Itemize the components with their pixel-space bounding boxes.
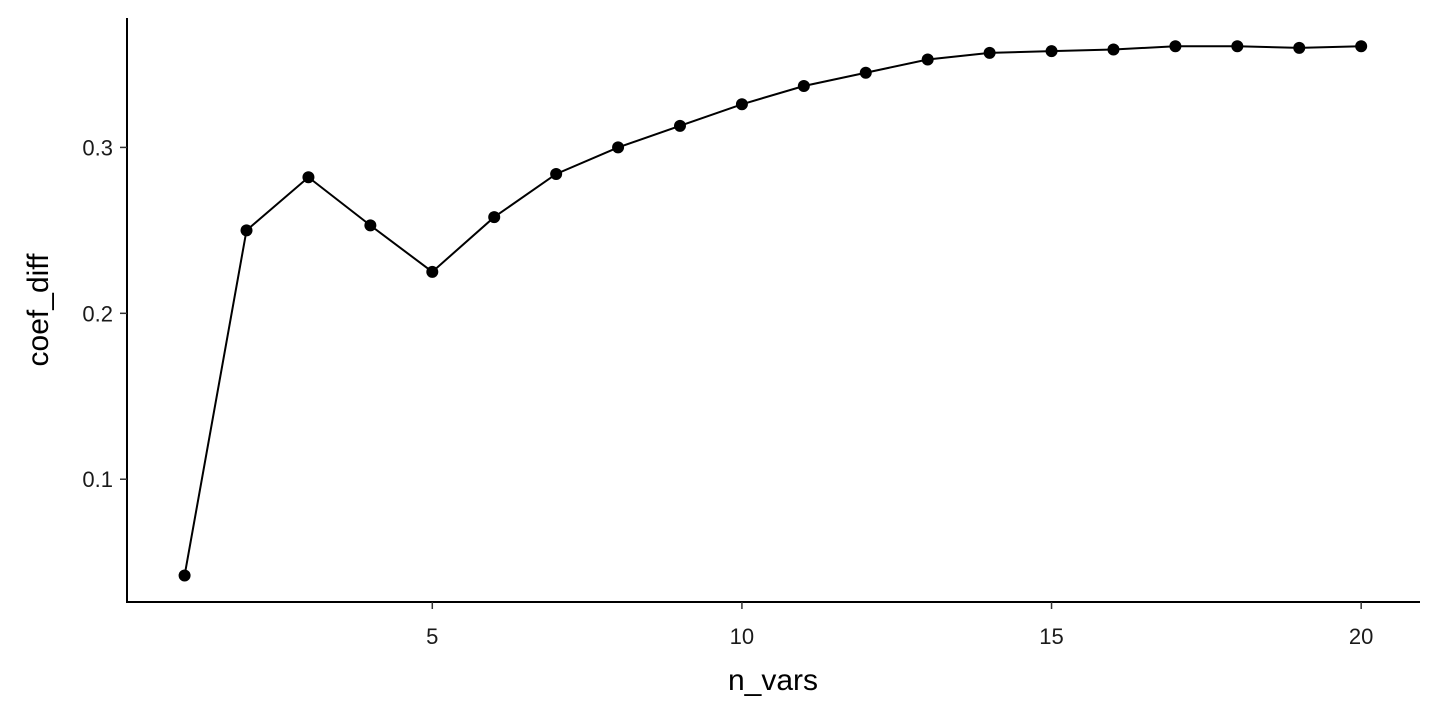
data-point [178,569,191,582]
x-axis-label: n_vars [728,664,818,697]
data-point [1107,43,1120,56]
y-tick-label: 0.1 [82,467,113,492]
data-point [921,53,934,66]
data-point [426,265,439,278]
x-tick-label: 5 [426,624,438,649]
data-point [364,219,377,232]
series-line [183,45,1362,576]
y-axis-label: coef_diff [22,253,55,367]
x-tick-label: 15 [1039,624,1063,649]
data-point [488,211,501,224]
data-point [302,171,315,184]
x-tick-label: 20 [1349,624,1373,649]
data-point [1293,41,1306,54]
data-point [1169,40,1182,53]
data-point [673,119,686,132]
data-point [1045,45,1058,58]
axes: 5 10 15 20 0.1 0.2 0.3 [82,18,1420,649]
x-tick-label: 10 [730,624,754,649]
data-point [735,98,748,111]
data-point [240,224,253,237]
data-point [1231,40,1244,53]
data-point [550,167,563,180]
data-point [797,80,810,93]
data-point [983,46,996,59]
data-point [859,66,872,79]
y-tick-label: 0.2 [82,301,113,326]
data-point [612,141,625,154]
y-tick-label: 0.3 [82,135,113,160]
data-marks [178,40,1368,582]
data-point [1355,40,1368,53]
